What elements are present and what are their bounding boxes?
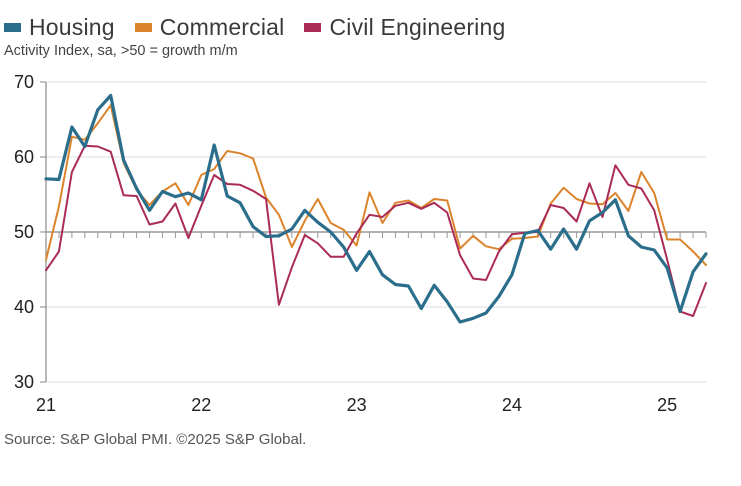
- series-line-housing: [44, 93, 708, 324]
- legend-item-commercial: Commercial: [134, 14, 285, 41]
- y-tick-label-50: 50: [14, 222, 34, 242]
- legend-swatch-commercial: [134, 23, 152, 32]
- source-note: Source: S&P Global PMI. ©2025 S&P Global…: [4, 431, 307, 448]
- gridlines: [46, 81, 706, 383]
- legend-item-housing: Housing: [4, 14, 115, 41]
- series-line-commercial: [45, 104, 707, 266]
- x-tick-label-21: 21: [36, 395, 56, 415]
- series-line-civil-engineering: [45, 144, 707, 317]
- legend-swatch-civil-engineering: [304, 23, 322, 32]
- legend-label-commercial: Commercial: [159, 14, 285, 40]
- legend-swatch-housing: [4, 23, 21, 32]
- y-tick-label-70: 70: [14, 72, 34, 92]
- x-tick-label-24: 24: [502, 395, 522, 415]
- y-tick-label-60: 60: [14, 147, 34, 167]
- chart-legend: Housing Commercial Civil Engineering: [4, 14, 525, 41]
- legend-label-civil-engineering: Civil Engineering: [329, 14, 506, 40]
- legend-item-civil-engineering: Civil Engineering: [304, 14, 505, 41]
- chart-subtitle: Activity Index, sa, >50 = growth m/m: [4, 43, 238, 59]
- y-tick-label-30: 30: [14, 372, 34, 392]
- x-tick-label-25: 25: [657, 395, 677, 415]
- x-tick-label-23: 23: [347, 395, 367, 415]
- series-lines: [44, 93, 708, 324]
- axes: [40, 81, 707, 383]
- y-tick-label-40: 40: [14, 297, 34, 317]
- tick-labels: 30 40 50 60 70 21 22 23 24 25: [14, 72, 677, 415]
- x-tick-label-22: 22: [191, 395, 211, 415]
- legend-label-housing: Housing: [29, 14, 115, 40]
